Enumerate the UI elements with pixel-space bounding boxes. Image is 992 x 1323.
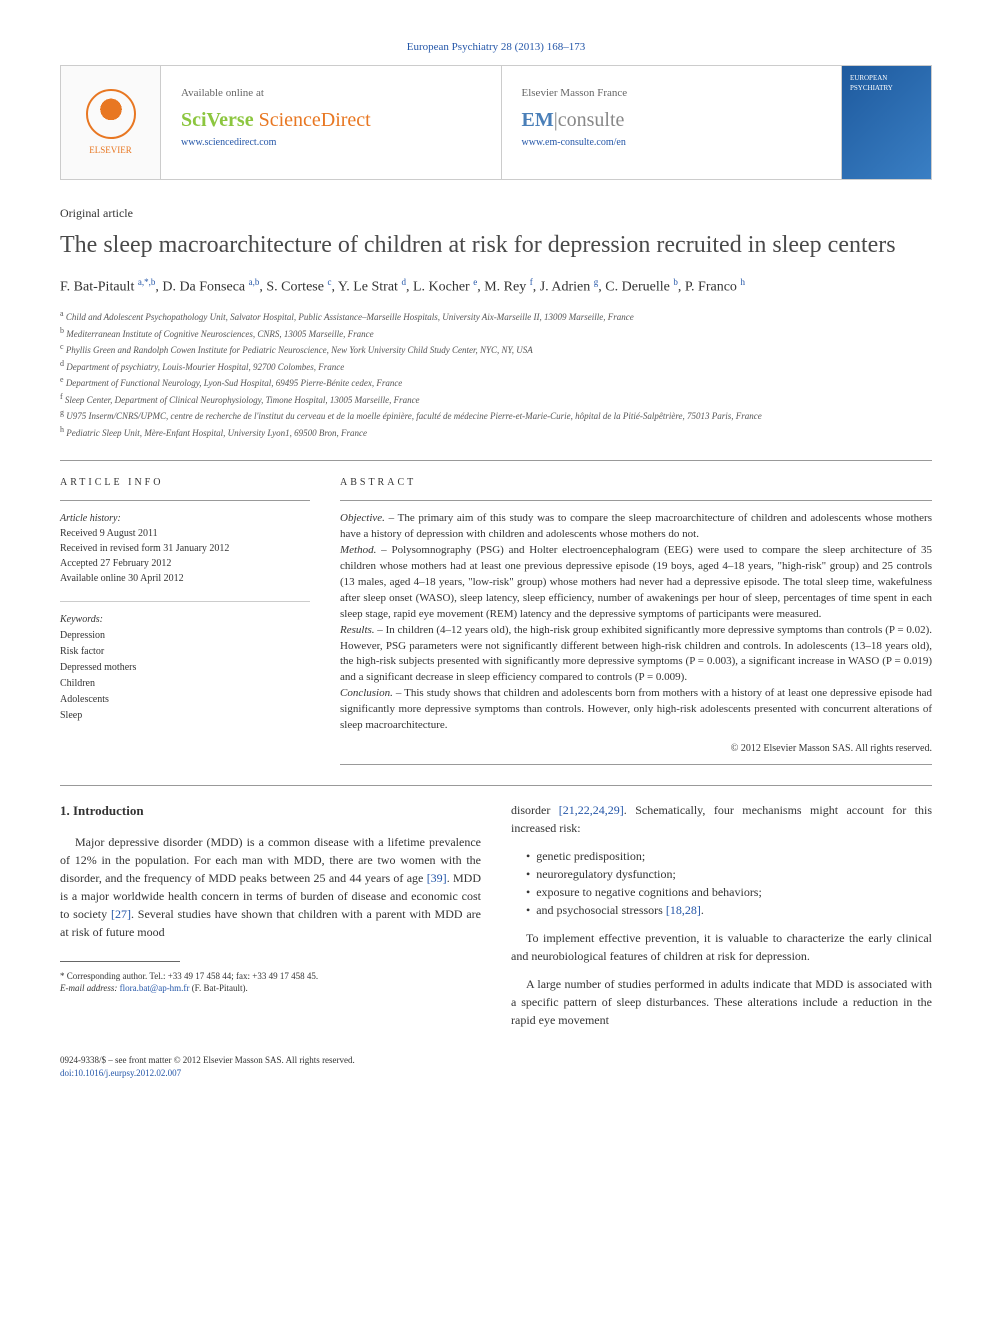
publisher-header-box: ELSEVIER Available online at SciVerse Sc… bbox=[60, 65, 932, 180]
footer-copyright: 0924-9338/$ – see front matter © 2012 El… bbox=[60, 1054, 932, 1079]
intro-paragraph-1: Major depressive disorder (MDD) is a com… bbox=[60, 833, 481, 941]
keyword-item: Sleep bbox=[60, 708, 310, 724]
abstract-end-divider bbox=[60, 785, 932, 786]
elsevier-tree-icon bbox=[86, 89, 136, 139]
affiliation-line: b Mediterranean Institute of Cognitive N… bbox=[60, 325, 932, 342]
keyword-item: Depression bbox=[60, 628, 310, 644]
affiliation-line: c Phyllis Green and Randolph Cowen Insti… bbox=[60, 341, 932, 358]
list-item: exposure to negative cognitions and beha… bbox=[526, 883, 932, 901]
keywords-block: Keywords: DepressionRisk factorDepressed… bbox=[60, 612, 310, 724]
footnote-separator bbox=[60, 961, 180, 962]
affiliation-line: a Child and Adolescent Psychopathology U… bbox=[60, 308, 932, 325]
citation-link[interactable]: [27] bbox=[111, 907, 131, 921]
doi-link[interactable]: doi:10.1016/j.eurpsy.2012.02.007 bbox=[60, 1067, 932, 1080]
article-title: The sleep macroarchitecture of children … bbox=[60, 230, 932, 261]
article-history: Article history: Received 9 August 2011 … bbox=[60, 511, 310, 586]
journal-reference: European Psychiatry 28 (2013) 168–173 bbox=[60, 40, 932, 55]
sciverse-logo: SciVerse ScienceDirect bbox=[181, 106, 481, 134]
article-type: Original article bbox=[60, 205, 932, 222]
abstract-heading: ABSTRACT bbox=[340, 476, 932, 490]
corresponding-author-footnote: * Corresponding author. Tel.: +33 49 17 … bbox=[60, 970, 481, 995]
citation-link[interactable]: [21,22,24,29] bbox=[559, 803, 624, 817]
list-item: and psychosocial stressors [18,28]. bbox=[526, 901, 932, 919]
affiliation-line: g U975 Inserm/CNRS/UPMC, centre de reche… bbox=[60, 407, 932, 424]
mechanisms-list: genetic predisposition;neuroregulatory d… bbox=[511, 847, 932, 919]
mechanisms-intro: disorder [21,22,24,29]. Schematically, f… bbox=[511, 801, 932, 837]
affiliation-line: d Department of psychiatry, Louis-Mourie… bbox=[60, 358, 932, 375]
sciencedirect-url[interactable]: www.sciencedirect.com bbox=[181, 136, 481, 150]
journal-cover-thumbnail: EUROPEAN PSYCHIATRY bbox=[841, 66, 931, 179]
sciencedirect-cell: Available online at SciVerse ScienceDire… bbox=[161, 66, 501, 179]
affiliation-line: h Pediatric Sleep Unit, Mère-Enfant Hosp… bbox=[60, 424, 932, 441]
abstract-body: Objective. – The primary aim of this stu… bbox=[340, 511, 932, 734]
available-online-label: Available online at bbox=[181, 86, 481, 101]
article-info-heading: ARTICLE INFO bbox=[60, 476, 310, 490]
affiliation-line: f Sleep Center, Department of Clinical N… bbox=[60, 391, 932, 408]
elsevier-label: ELSEVIER bbox=[86, 144, 136, 157]
authors-list: F. Bat-Pitault a,*,b, D. Da Fonseca a,b,… bbox=[60, 276, 932, 298]
affiliation-line: e Department of Functional Neurology, Ly… bbox=[60, 374, 932, 391]
keyword-item: Children bbox=[60, 676, 310, 692]
body-paragraph-3: A large number of studies performed in a… bbox=[511, 975, 932, 1029]
keyword-item: Depressed mothers bbox=[60, 660, 310, 676]
em-consulte-url[interactable]: www.em-consulte.com/en bbox=[522, 136, 822, 150]
em-consulte-cell: Elsevier Masson France EM|consulte www.e… bbox=[502, 66, 842, 179]
em-consulte-logo: EM|consulte bbox=[522, 106, 822, 134]
elsevier-logo-cell: ELSEVIER bbox=[61, 66, 161, 179]
affiliations-list: a Child and Adolescent Psychopathology U… bbox=[60, 308, 932, 440]
keyword-item: Risk factor bbox=[60, 644, 310, 660]
masson-label: Elsevier Masson France bbox=[522, 86, 822, 101]
citation-link[interactable]: [39] bbox=[427, 871, 447, 885]
author-email-link[interactable]: flora.bat@ap-hm.fr bbox=[120, 983, 190, 993]
copyright-line: © 2012 Elsevier Masson SAS. All rights r… bbox=[340, 742, 932, 756]
keyword-item: Adolescents bbox=[60, 692, 310, 708]
section-divider bbox=[60, 460, 932, 461]
list-item: genetic predisposition; bbox=[526, 847, 932, 865]
body-column-left: 1. Introduction Major depressive disorde… bbox=[60, 801, 481, 1039]
introduction-heading: 1. Introduction bbox=[60, 801, 481, 821]
body-paragraph-2: To implement effective prevention, it is… bbox=[511, 929, 932, 965]
body-column-right: disorder [21,22,24,29]. Schematically, f… bbox=[511, 801, 932, 1039]
list-item: neuroregulatory dysfunction; bbox=[526, 865, 932, 883]
citation-link[interactable]: [18,28] bbox=[666, 903, 701, 917]
